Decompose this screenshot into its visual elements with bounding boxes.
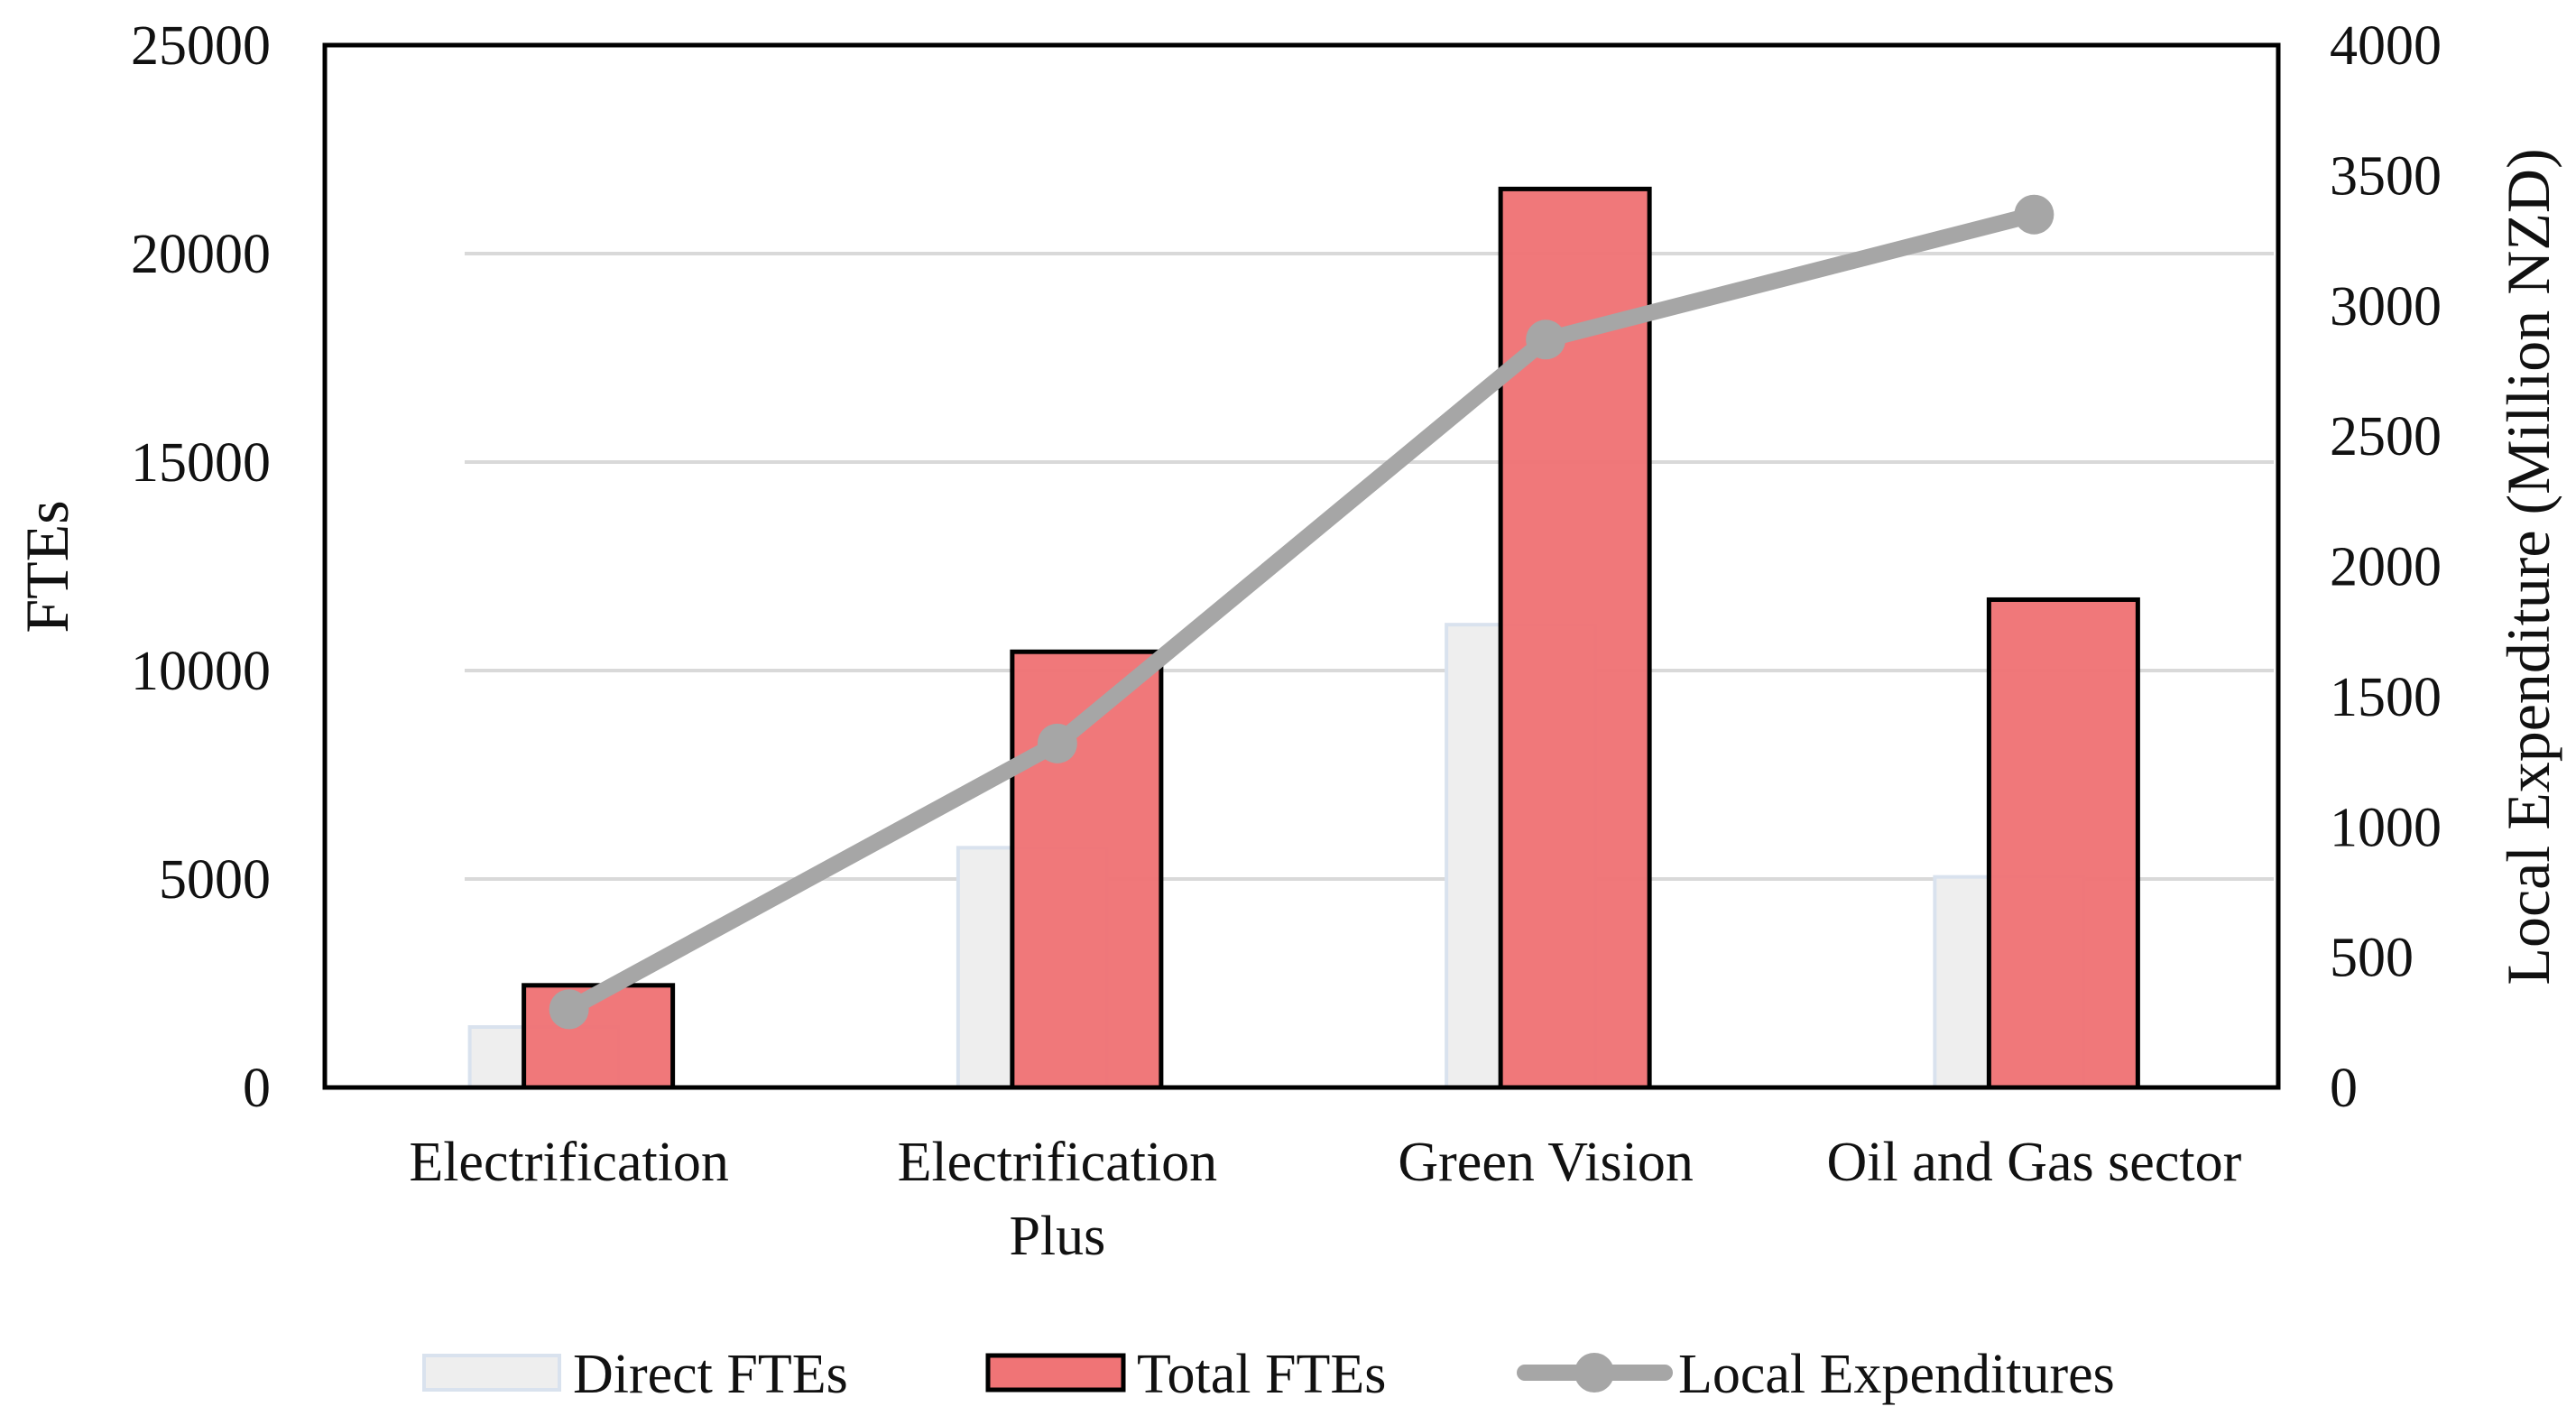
bar-total-ftes-electrification xyxy=(522,983,676,1090)
y2-tick-label-500: 500 xyxy=(2330,928,2414,989)
y-tick-label-25000: 25000 xyxy=(131,15,271,77)
local-expenditures-line xyxy=(549,194,2054,1030)
right-axis-ticks: 0 500 1000 1500 2000 2500 3000 3500 4000 xyxy=(2330,15,2442,1119)
local-expenditures-polyline xyxy=(560,206,2043,1018)
legend-label-direct-ftes: Direct FTEs xyxy=(573,1344,848,1405)
x-tick-label-green-vision: Green Vision xyxy=(1398,1132,1693,1193)
legend-swatch-total-ftes xyxy=(985,1353,1126,1393)
total-ftes-bars xyxy=(522,186,2140,1090)
y2-tick-label-0: 0 xyxy=(2330,1058,2358,1119)
point-local-expenditures-electrification-plus xyxy=(1037,723,1077,763)
y-axis-title: FTEs xyxy=(13,500,81,633)
point-local-expenditures-green-vision xyxy=(1526,319,1566,360)
x-tick-label-oil-and-gas-sector: Oil and Gas sector xyxy=(1827,1132,2242,1193)
y2-tick-label-2000: 2000 xyxy=(2330,537,2442,598)
y-tick-label-5000: 5000 xyxy=(159,849,271,911)
point-local-expenditures-electrification xyxy=(549,989,589,1030)
x-tick-label-electrification-plus: Electrification Plus xyxy=(898,1132,1218,1267)
y2-axis-title: Local Expenditure (Million NZD) xyxy=(2494,148,2562,985)
legend-label-total-ftes: Total FTEs xyxy=(1137,1344,1386,1405)
y2-tick-label-3000: 3000 xyxy=(2330,276,2442,338)
y-tick-label-10000: 10000 xyxy=(131,641,271,702)
y-tick-label-20000: 20000 xyxy=(131,224,271,285)
bar-total-ftes-oil-and-gas-sector xyxy=(1986,597,2140,1090)
legend-swatch-direct-ftes xyxy=(422,1354,561,1392)
y2-tick-label-1500: 1500 xyxy=(2330,667,2442,728)
legend: Direct FTEs Total FTEs Local Expenditure… xyxy=(422,1344,2115,1405)
left-axis-ticks: 0 5000 10000 15000 20000 25000 xyxy=(131,15,271,1119)
plot-frame xyxy=(322,42,2281,1090)
direct-ftes-bars xyxy=(467,623,2086,1090)
legend-swatch-local-expenditures-marker xyxy=(1574,1353,1614,1393)
y2-tick-label-4000: 4000 xyxy=(2330,15,2442,77)
y2-tick-label-2500: 2500 xyxy=(2330,406,2442,467)
y-tick-label-15000: 15000 xyxy=(131,432,271,494)
x-tick-label-electrification: Electrification xyxy=(409,1132,729,1193)
y2-tick-label-3500: 3500 xyxy=(2330,145,2442,207)
category-axis-labels: Electrification Electrification Plus Green … xyxy=(409,1132,2241,1267)
point-local-expenditures-oil-and-gas-sector xyxy=(2014,194,2054,235)
legend-label-local-expenditures: Local Expenditures xyxy=(1678,1344,2115,1405)
y2-tick-label-1000: 1000 xyxy=(2330,797,2442,858)
y-tick-label-0: 0 xyxy=(243,1058,271,1119)
